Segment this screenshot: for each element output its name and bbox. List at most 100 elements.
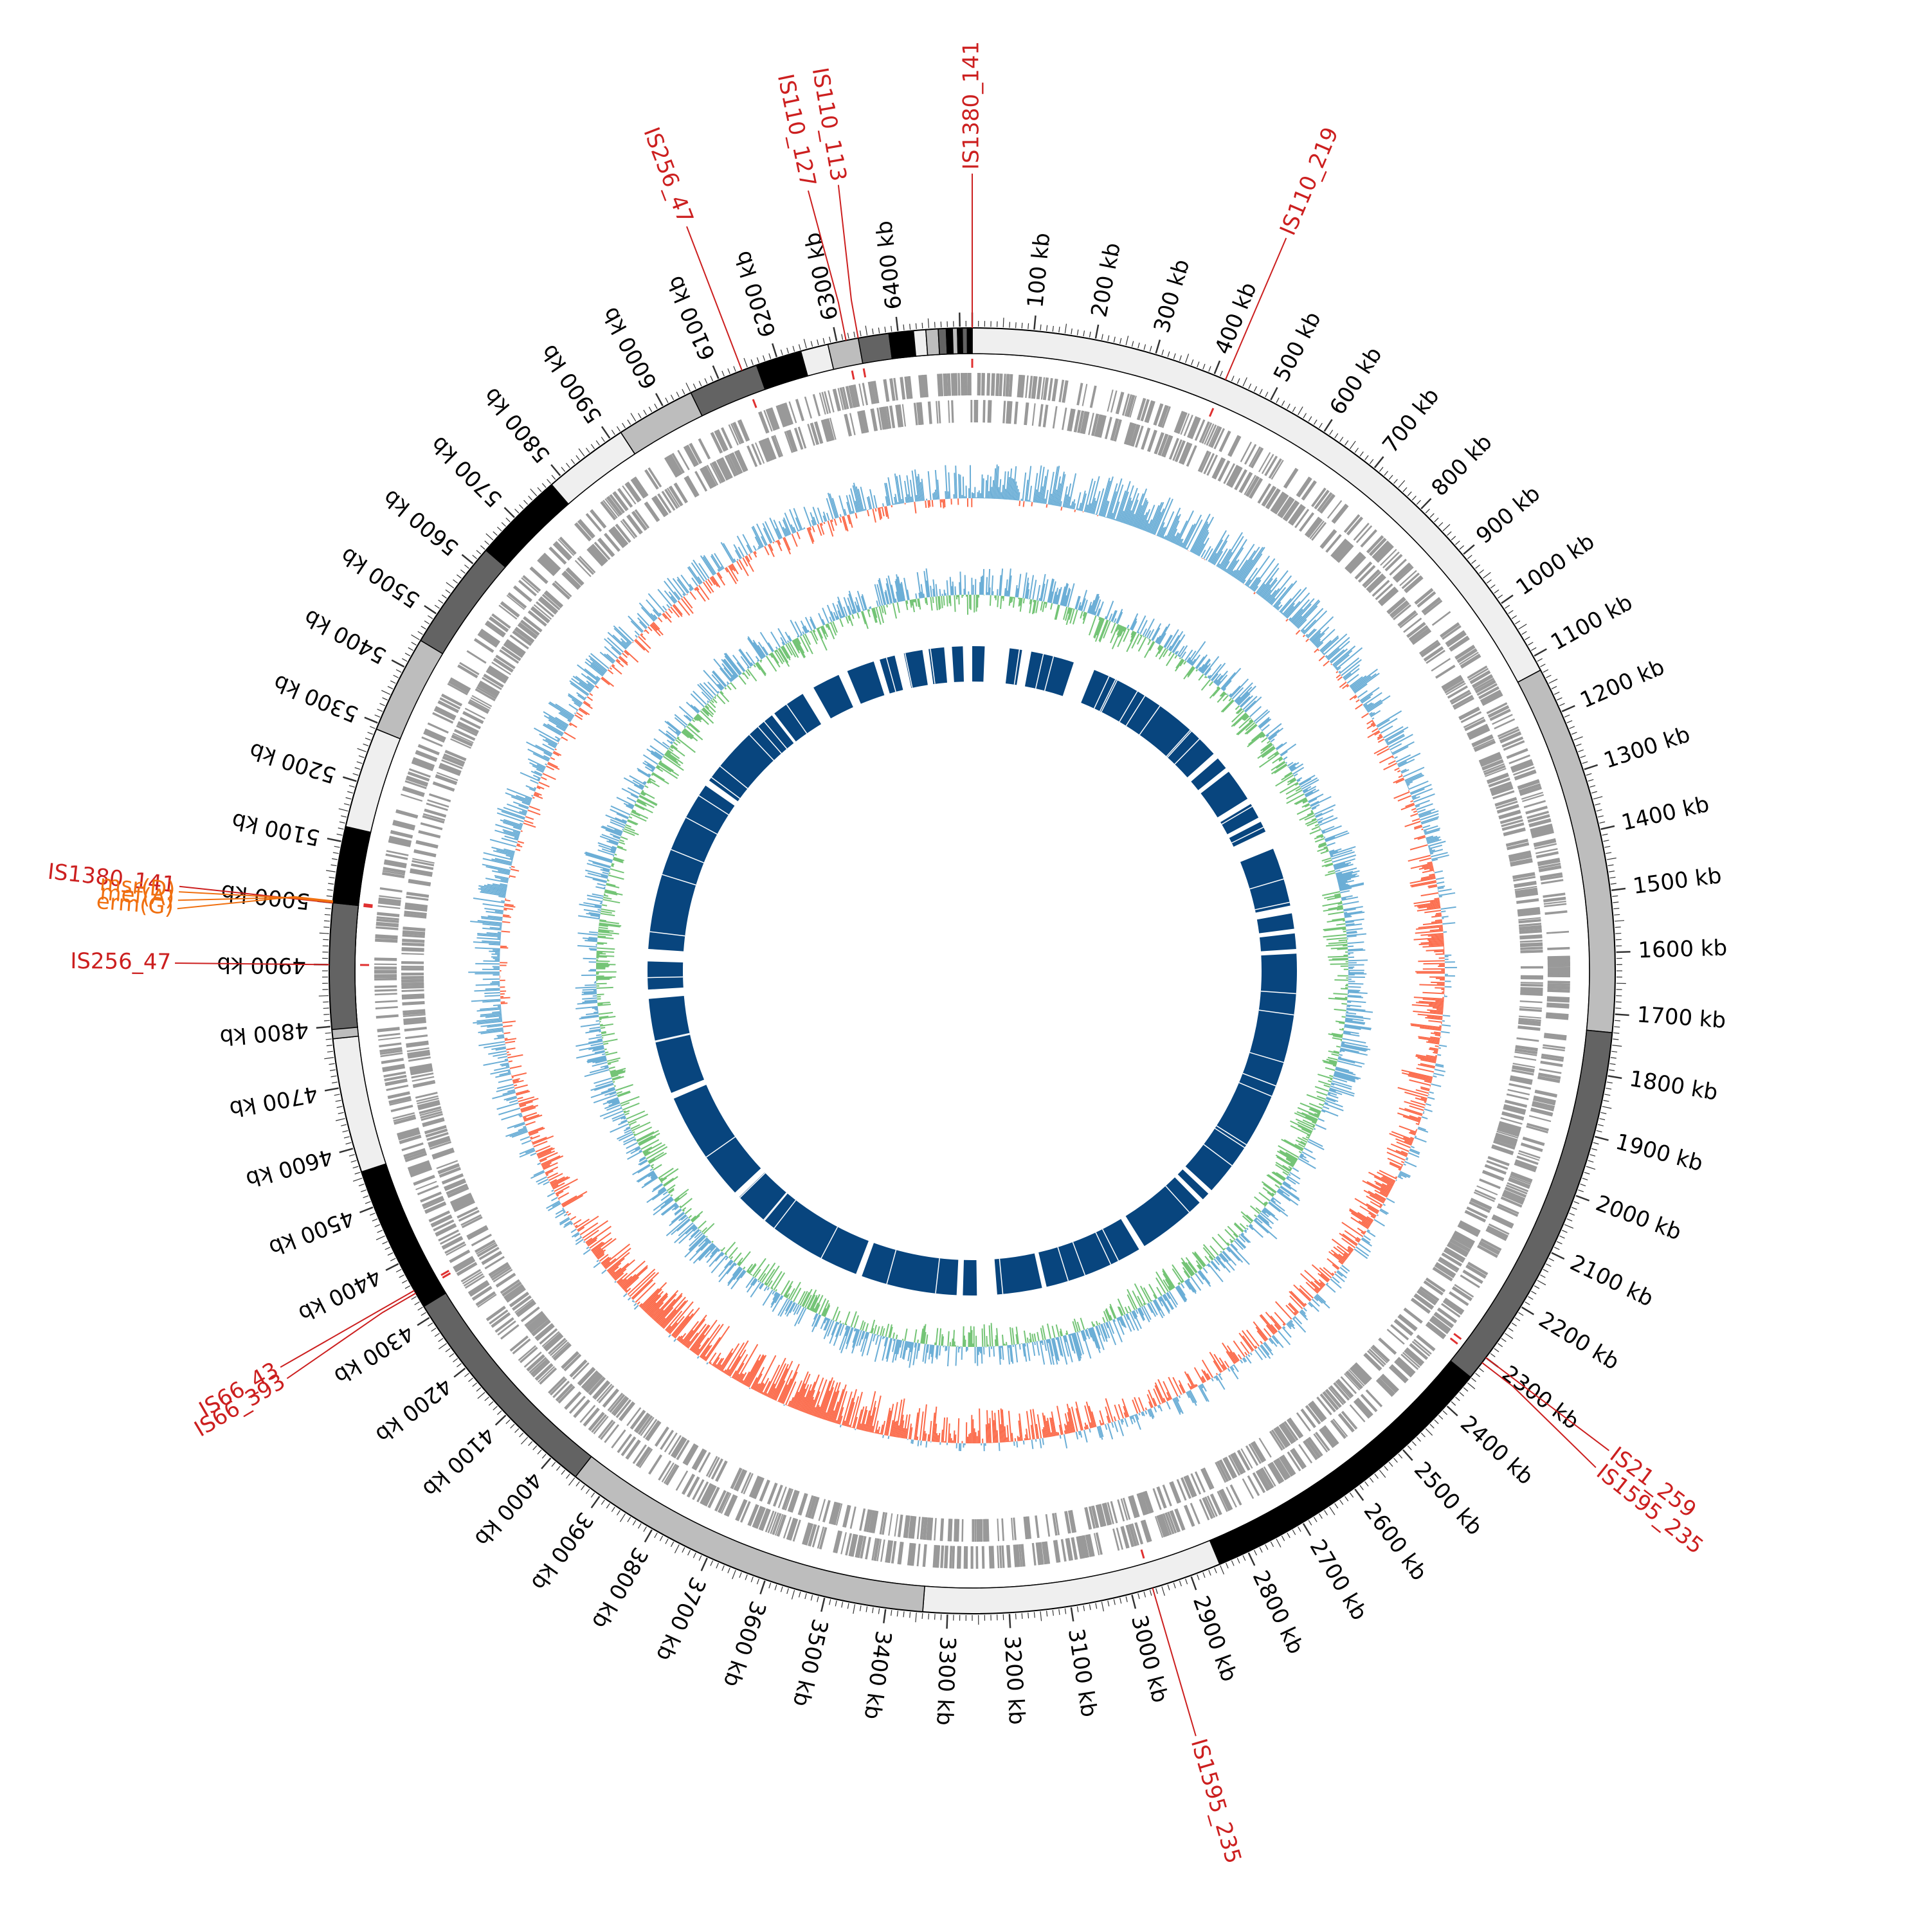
gc-content-bar [1136,1310,1137,1314]
gc-content-bar [1209,687,1219,698]
gc-skew-bar [1399,1169,1400,1171]
gc-content-bar [1149,639,1150,640]
gc-skew-bar [607,1252,629,1271]
gc-skew-bar [1070,505,1071,509]
gc-skew-bar [832,519,833,522]
cds-feature [1520,994,1543,995]
gc-content-bar [1335,870,1340,871]
gc-content-bar [1164,635,1171,647]
gc-skew-bar [485,995,500,996]
gc-content-bar [754,665,756,667]
gc-skew-bar [1379,756,1393,763]
gc-skew-bar [505,1059,508,1060]
gc-skew-bar [1406,1159,1408,1160]
gc-content-bar [653,1184,662,1189]
gc-skew-bar [1384,763,1397,770]
gc-content-bar [595,887,605,889]
gc-skew-bar [1211,1378,1213,1381]
gc-content-bar [1184,662,1186,665]
gc-skew-bar [958,1418,959,1443]
gc-skew-bar [835,519,837,525]
gc-content-bar [1254,1197,1266,1206]
gc-skew-bar [602,1270,606,1274]
gc-content-bar [1092,1322,1094,1327]
gc-skew-bar [1209,1352,1222,1372]
gc-skew-bar [912,1440,913,1444]
gc-skew-bar [645,629,649,633]
gc-content-bar [1196,669,1197,671]
gc-content-bar [765,1286,768,1291]
gc-skew-bar [855,513,856,519]
cds-feature [1117,392,1123,414]
gc-skew-bar [505,900,510,901]
gc-skew-bar [1442,916,1448,917]
gc-content-bar [828,624,834,639]
gc-skew-bar [1422,993,1444,994]
cds-feature [1010,401,1011,424]
gc-skew-bar [1443,1015,1451,1016]
gc-content-bar [1081,1318,1085,1330]
gc-skew-bar [502,1114,522,1120]
gc-content-bar [1310,797,1331,807]
gc-skew-bar [1254,592,1255,594]
gc-skew-bar [688,567,700,584]
gc-skew-bar [595,686,599,689]
gc-content-bar [575,987,597,988]
gc-skew-bar [1296,630,1300,634]
gc-content-bar [627,797,636,802]
gc-content-bar [1247,734,1264,747]
gc-skew-bar [1408,856,1431,862]
gc-skew-bar [999,1443,1000,1451]
cds-track [374,373,1570,1569]
gc-skew-bar [520,824,523,825]
gc-skew-bar [998,487,999,500]
gc-skew-bar [663,606,667,611]
cds-feature [1519,931,1542,932]
gc-content-bar [767,1287,769,1290]
cds-feature [1015,402,1017,424]
gc-skew-bar [1246,1356,1251,1363]
gc-content-bar [1321,851,1329,853]
gc-content-bar [653,1164,662,1169]
gc-skew-bar [1314,649,1318,653]
gc-skew-bar [557,1195,559,1196]
gc-skew-bar [1362,713,1369,718]
gc-content-bar [1239,1234,1240,1235]
gc-content-bar [1127,625,1128,628]
gc-skew-bar [992,1411,993,1443]
gc-content-bar [945,1346,946,1351]
gc-content-bar [614,1086,615,1087]
blast-hit-block [1038,1219,1139,1287]
gc-skew-bar [561,737,567,740]
cds-feature [988,373,989,395]
gc-skew-bar [1439,896,1442,897]
gc-skew-bar [633,1280,653,1299]
cds-feature [1269,459,1281,478]
gc-skew-bar [635,1305,638,1309]
cds-feature [1040,404,1042,427]
gc-skew-bar [911,496,912,502]
cds-feature [1054,379,1057,401]
gc-skew-bar [532,797,534,798]
gc-content-bar [1333,993,1347,994]
gc-skew-bar [1228,1368,1230,1371]
gc-skew-bar [1438,889,1452,892]
gc-skew-bar [583,1249,590,1254]
gc-skew-bar [497,1103,519,1109]
gc-content-bar [637,768,650,776]
gc-content-bar [1114,618,1116,622]
gc-content-bar [1325,872,1336,875]
cds-feature [1519,1007,1542,1008]
gc-content-bar [675,1225,694,1243]
cds-feature [1519,924,1541,926]
gc-skew-bar [1414,997,1444,999]
gc-skew-bar [503,916,511,917]
gc-content-bar [1172,1268,1182,1283]
gc-skew-bar [943,499,944,508]
gc-content-bar [808,630,809,632]
gc-content-bar [625,1113,629,1115]
gc-content-bar [793,1288,801,1301]
gc-skew-bar [635,631,639,635]
gc-skew-bar [804,507,811,527]
cds-feature [1519,927,1542,929]
